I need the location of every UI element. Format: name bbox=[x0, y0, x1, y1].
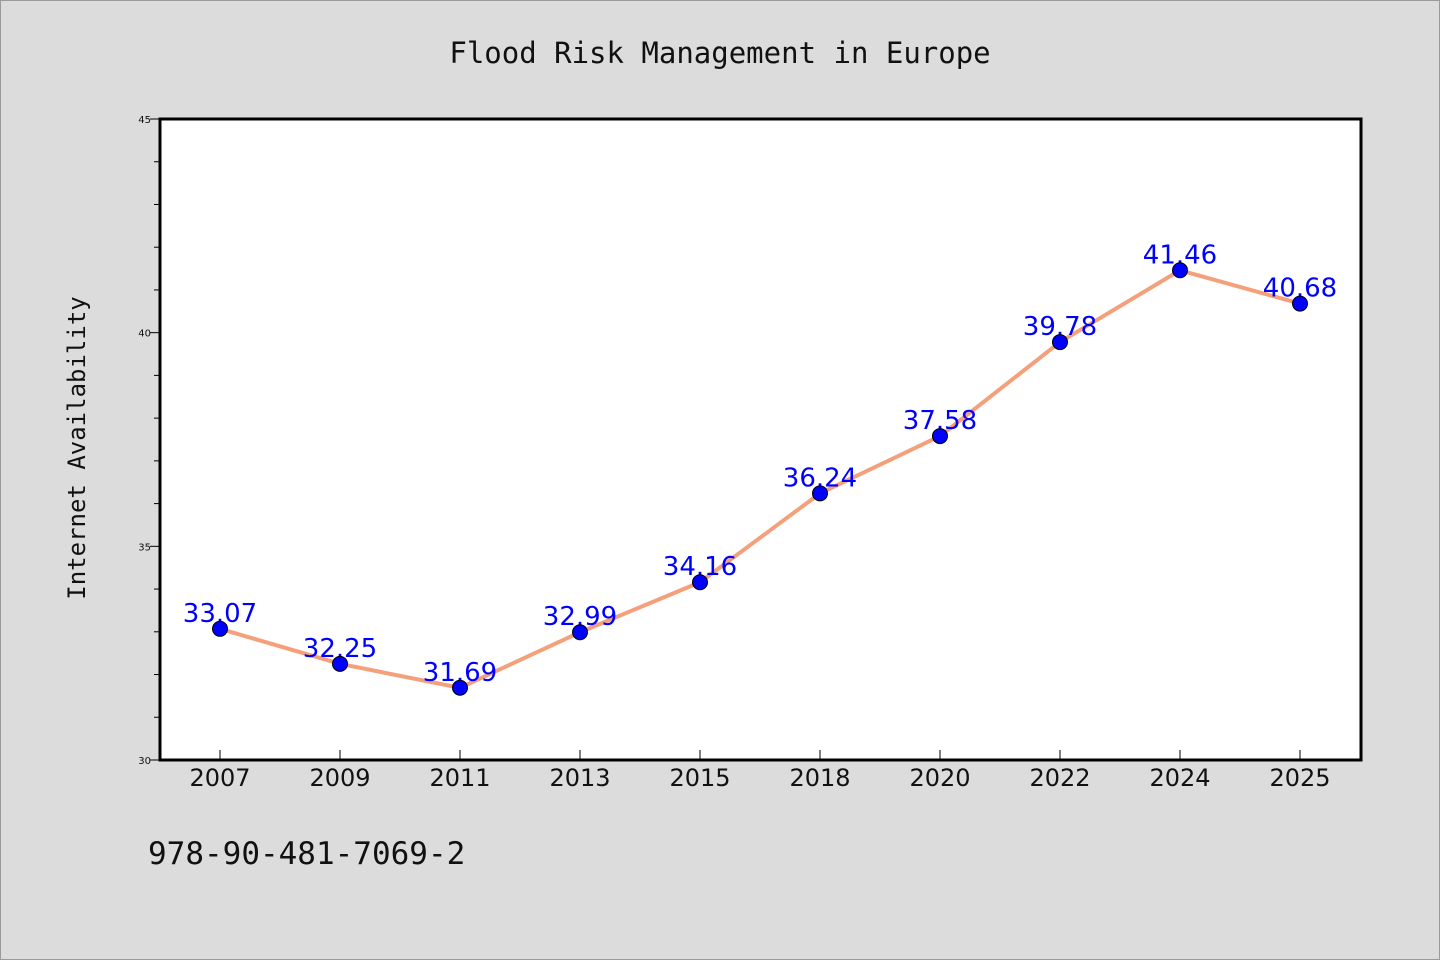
data-point bbox=[1172, 262, 1188, 279]
y-axis-ticks: 30 35 40 45 bbox=[138, 115, 160, 767]
y-tick-label: 40 bbox=[138, 329, 151, 340]
x-tick-label: 2018 bbox=[789, 764, 850, 792]
isbn-footer-text: 978-90-481-7069-2 bbox=[148, 836, 465, 872]
x-axis-ticks: 2007 2009 2011 2013 2015 2018 2020 2022 2024 2025 bbox=[189, 750, 1331, 792]
data-markers bbox=[212, 262, 1308, 696]
y-tick-label: 35 bbox=[138, 542, 151, 553]
x-tick-label: 2022 bbox=[1029, 764, 1090, 792]
chart-title: Flood Risk Management in Europe bbox=[449, 36, 990, 70]
data-labels: 33.0732.2531.6932.9934.1636.2437.5839.78… bbox=[183, 240, 1337, 688]
data-point bbox=[932, 428, 948, 445]
y-tick-label: 30 bbox=[138, 756, 151, 767]
data-point bbox=[812, 485, 828, 502]
x-tick-label: 2013 bbox=[549, 764, 610, 792]
y-axis-label: Internet Availability bbox=[63, 296, 91, 599]
x-tick-label: 2015 bbox=[669, 764, 730, 792]
x-tick-label: 2007 bbox=[189, 764, 250, 792]
data-point bbox=[1052, 334, 1068, 351]
data-point bbox=[452, 679, 468, 696]
data-point bbox=[1292, 295, 1308, 312]
data-point bbox=[212, 620, 228, 637]
x-tick-label: 2009 bbox=[309, 764, 370, 792]
plot-area bbox=[158, 117, 1363, 762]
data-point bbox=[572, 624, 588, 641]
data-point bbox=[332, 655, 348, 672]
x-tick-label: 2011 bbox=[429, 764, 490, 792]
series-line bbox=[219, 268, 1301, 690]
data-point bbox=[692, 574, 708, 591]
x-tick-label: 2024 bbox=[1149, 764, 1210, 792]
x-tick-label: 2025 bbox=[1269, 764, 1330, 792]
x-tick-label: 2020 bbox=[909, 764, 970, 792]
y-tick-label: 45 bbox=[138, 115, 151, 126]
